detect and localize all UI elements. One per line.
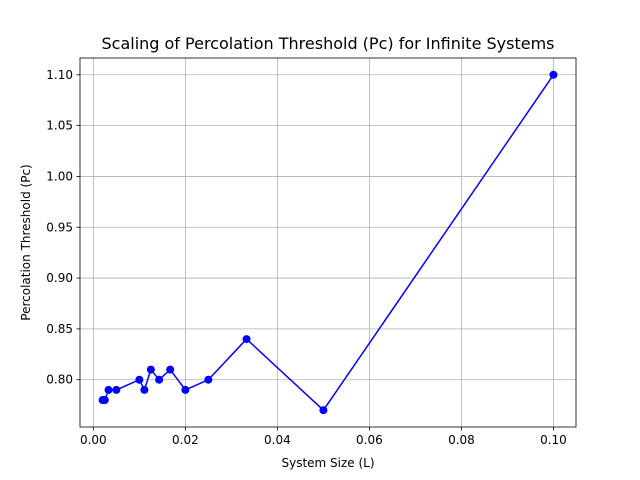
- y-axis-ticks: 0.80 0.85 0.90 0.95 1.00 1.05 1.10: [46, 68, 80, 387]
- y-tick-label: 1.00: [46, 169, 73, 183]
- axes-frame: [79, 57, 577, 428]
- data-point-marker: [100, 396, 109, 405]
- x-axis-label: System Size (L): [281, 456, 374, 470]
- data-point-marker: [135, 375, 144, 384]
- data-point-marker: [549, 70, 558, 79]
- x-tick-label: 0.02: [172, 433, 199, 447]
- y-tick-label: 0.95: [46, 220, 73, 234]
- grid: [80, 58, 576, 427]
- x-tick-label: 0.08: [448, 433, 475, 447]
- data-point-marker: [104, 385, 113, 394]
- plot-series: [98, 70, 558, 415]
- x-tick-label: 0.06: [356, 433, 383, 447]
- x-tick-label: 0.04: [264, 433, 291, 447]
- data-point-marker: [181, 385, 190, 394]
- y-tick-label: 0.80: [46, 373, 73, 387]
- chart-title: Scaling of Percolation Threshold (Pc) fo…: [101, 34, 554, 53]
- data-point-marker: [166, 365, 175, 374]
- data-point-marker: [112, 385, 121, 394]
- x-tick-label: 0.00: [80, 433, 107, 447]
- data-point-marker: [319, 406, 328, 415]
- data-point-marker: [204, 375, 213, 384]
- data-point-marker: [146, 365, 155, 374]
- y-tick-label: 1.05: [46, 119, 73, 133]
- y-tick-label: 1.10: [46, 68, 73, 82]
- y-axis-label: Percolation Threshold (Pc): [19, 164, 33, 320]
- x-tick-label: 0.10: [540, 433, 567, 447]
- data-point-marker: [140, 385, 149, 394]
- y-tick-label: 0.90: [46, 271, 73, 285]
- y-tick-label: 0.85: [46, 322, 73, 336]
- x-axis-ticks: 0.00 0.02 0.04 0.06 0.08 0.10: [80, 427, 567, 447]
- data-point-marker: [242, 335, 251, 344]
- data-point-marker: [155, 375, 164, 384]
